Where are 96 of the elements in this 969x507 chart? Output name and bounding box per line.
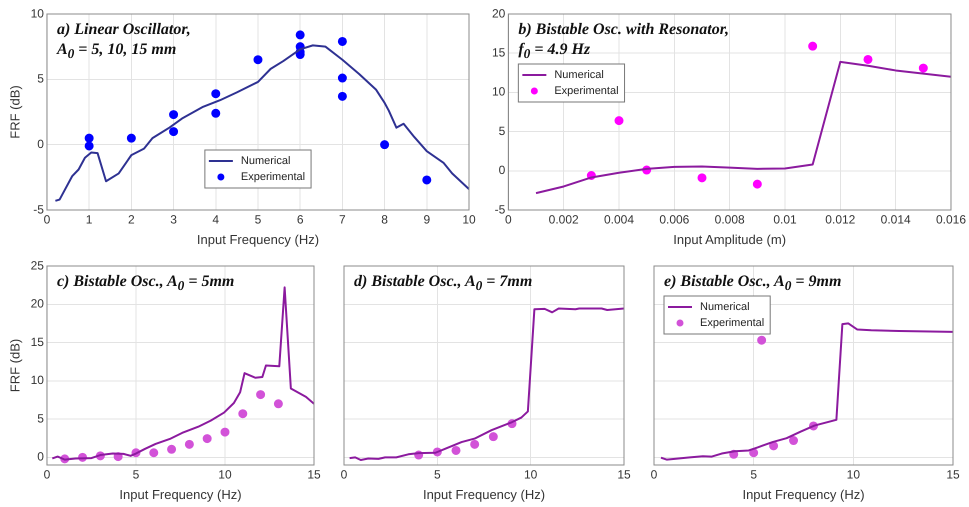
y-tick-label: 0 — [498, 163, 506, 178]
y-tick-label: -5 — [33, 202, 44, 216]
x-tick-label: 0.012 — [825, 212, 856, 227]
point — [422, 175, 432, 184]
x-tick-label: 10 — [524, 468, 538, 482]
x-tick-label: 5 — [434, 468, 441, 482]
point — [253, 55, 262, 64]
point — [757, 336, 766, 345]
x-axis-title: Input Amplitude (m) — [673, 232, 786, 247]
x-tick-label: 10 — [218, 468, 232, 482]
x-tick-label: 3 — [170, 212, 178, 227]
x-axis-title: Input Frequency (Hz) — [119, 486, 242, 502]
y-tick-label: 15 — [492, 46, 506, 60]
point — [220, 428, 230, 437]
point — [452, 446, 460, 455]
point — [169, 127, 178, 136]
x-tick-label: 10 — [846, 468, 860, 482]
x-tick-label: 15 — [617, 468, 631, 482]
legend-label: Experimental — [240, 171, 306, 184]
x-tick-label: 0.014 — [880, 212, 911, 227]
y-tick-label: 5 — [37, 72, 44, 86]
y-tick-label: 0 — [37, 450, 44, 464]
x-axis-title: Input Frequency (Hz) — [422, 486, 546, 502]
x-tick-label: 15 — [307, 468, 321, 482]
point — [202, 434, 212, 444]
point — [238, 409, 248, 418]
x-tick-label: 6 — [296, 212, 304, 227]
point — [380, 140, 390, 150]
y-tick-label: 25 — [30, 258, 44, 272]
x-tick-label: 5 — [750, 468, 758, 482]
y-tick-label: 5 — [37, 411, 44, 426]
point — [614, 116, 624, 126]
y-tick-label: 10 — [492, 84, 506, 99]
legend-label: Numerical — [554, 69, 604, 82]
x-tick-label: 8 — [381, 212, 388, 227]
legend-label: Numerical — [240, 155, 290, 168]
y-tick-label: 20 — [492, 6, 506, 20]
point — [169, 110, 178, 120]
text: a) Linear Oscillator, A$_{0}$ = 5, 10, 15 mm — [56, 20, 191, 64]
legend-label: Numerical — [700, 301, 750, 314]
x-tick-label: 9 — [423, 212, 430, 227]
x-tick-label: 0.004 — [604, 212, 634, 227]
x-tick-label: 5 — [254, 212, 262, 227]
point — [789, 436, 798, 446]
x-tick-label: 4 — [212, 212, 220, 227]
text: d) Bistable Osc., A$_{0}$ = 7mm — [354, 272, 532, 296]
x-tick-label: 0.002 — [548, 212, 580, 227]
x-tick-label: 5 — [132, 468, 140, 482]
y-tick-label: 0 — [37, 136, 44, 151]
point — [211, 89, 220, 98]
point — [470, 440, 480, 449]
point — [167, 444, 176, 454]
y-axis-title: FRF (dB) — [7, 85, 22, 139]
point — [84, 134, 94, 143]
legend-label: Experimental — [554, 85, 619, 98]
legend-label: Experimental — [700, 317, 764, 330]
y-tick-label: 5 — [498, 124, 506, 138]
x-tick-label: 0.016 — [936, 212, 966, 227]
point — [488, 432, 498, 442]
x-tick-label: 10 — [462, 212, 476, 227]
x-tick-label: 0.006 — [659, 212, 690, 227]
point — [863, 54, 872, 64]
text: b) Bistable Osc. with Resonator, f$_{0}$ = 4.9 Hz — [518, 20, 730, 64]
y-tick-label: -5 — [494, 202, 506, 216]
x-axis-title: Input Frequency (Hz) — [196, 232, 320, 247]
point — [126, 134, 136, 143]
point — [338, 92, 347, 101]
point — [149, 448, 158, 458]
point — [698, 173, 706, 182]
x-tick-label: 0.008 — [714, 212, 746, 227]
point — [918, 64, 928, 73]
point — [274, 399, 283, 408]
point — [338, 36, 347, 46]
text: e) Bistable Osc., A$_{0}$ = 9mm — [664, 272, 842, 296]
y-tick-label: 15 — [30, 334, 44, 349]
point — [211, 108, 220, 118]
point — [338, 74, 347, 83]
point — [752, 180, 762, 189]
x-tick-label: 7 — [339, 212, 346, 227]
x-axis-title: Input Frequency (Hz) — [742, 486, 865, 502]
x-tick-label: 2 — [128, 212, 136, 227]
point — [256, 390, 266, 400]
x-tick-label: 0 — [340, 468, 348, 482]
y-tick-label: 10 — [30, 373, 44, 388]
point — [296, 30, 305, 40]
x-tick-label: 0 — [650, 468, 658, 482]
x-tick-label: 0.01 — [773, 212, 797, 227]
x-tick-label: 1 — [86, 212, 93, 227]
point — [84, 141, 94, 150]
y-tick-label: 10 — [30, 6, 44, 20]
text: c) Bistable Osc., A$_{0}$ = 5mm — [56, 272, 234, 296]
point — [184, 440, 194, 449]
point — [808, 42, 818, 51]
y-axis-title: FRF (dB) — [7, 338, 22, 392]
y-tick-label: 20 — [30, 296, 44, 311]
x-tick-label: 15 — [946, 468, 960, 482]
